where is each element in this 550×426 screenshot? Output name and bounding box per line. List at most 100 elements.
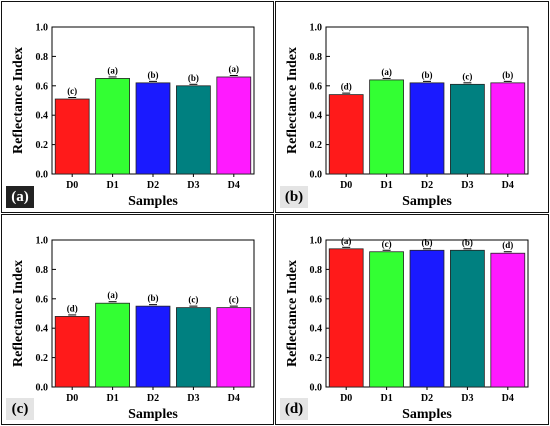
x-tick-label: D4 (228, 393, 240, 404)
bar (54, 316, 90, 388)
significance-label: (a) (107, 290, 118, 300)
y-tick-label: 0.0 (36, 383, 49, 394)
x-tick-label: D0 (340, 180, 352, 191)
bar (490, 82, 526, 175)
y-tick-label: 0.0 (36, 170, 49, 181)
significance-label: (b) (422, 70, 433, 80)
x-tick-label: D0 (66, 393, 78, 404)
panel-label: (c) (6, 398, 34, 420)
significance-label: (a) (229, 64, 240, 74)
x-tick-label: D2 (147, 393, 159, 404)
x-tick-label: D0 (66, 180, 78, 191)
bar (176, 85, 211, 175)
y-tick-label: 0.6 (310, 81, 323, 92)
bar (369, 251, 404, 388)
x-tick-label: D4 (228, 180, 240, 191)
bar (328, 94, 364, 175)
x-tick-label: D0 (340, 393, 352, 404)
y-tick-label: 0.4 (310, 111, 323, 122)
x-axis-label: Samples (128, 407, 178, 422)
y-tick-label: 0.0 (310, 170, 323, 181)
x-tick-label: D2 (421, 180, 433, 191)
bar (450, 249, 485, 388)
significance-label: (b) (148, 70, 159, 80)
x-tick-label: D2 (421, 393, 433, 404)
significance-label: (c) (229, 295, 239, 305)
x-tick-label: D3 (461, 393, 473, 404)
y-tick-label: 0.4 (310, 324, 323, 335)
y-tick-label: 0.4 (36, 324, 49, 335)
x-axis-label: Samples (402, 194, 452, 209)
significance-label: (b) (422, 237, 433, 247)
bar (135, 82, 171, 175)
bar (176, 307, 211, 388)
bar (54, 98, 90, 175)
x-tick-label: D1 (380, 180, 392, 191)
bar (409, 249, 445, 388)
y-tick-label: 1.0 (36, 236, 49, 247)
bar (135, 305, 171, 388)
chart-panel-d: 0.0 0.2 0.4 0.6 0.8 1.0 Reflectance Index (a) D0… (275, 214, 549, 425)
significance-label: (d) (502, 240, 513, 250)
y-tick-label: 0.4 (36, 111, 49, 122)
chart-panel-a: 0.0 0.2 0.4 0.6 0.8 1.0 Reflectance Index (c) D0… (1, 1, 274, 213)
y-tick-label: 1.0 (310, 23, 323, 34)
x-tick-label: D4 (502, 393, 514, 404)
bar (95, 78, 130, 175)
significance-label: (a) (341, 236, 352, 246)
x-tick-label: D3 (187, 180, 199, 191)
significance-label: (b) (462, 237, 473, 247)
x-axis-label: Samples (402, 407, 452, 422)
bar (369, 79, 404, 175)
bar-chart-a: 0.0 0.2 0.4 0.6 0.8 1.0 Reflectance Index (c) D0… (11, 23, 255, 209)
significance-label: (a) (381, 67, 392, 77)
significance-label: (d) (67, 303, 78, 313)
x-tick-label: D1 (106, 180, 118, 191)
bar (490, 252, 526, 388)
y-tick-label: 0.2 (36, 353, 49, 364)
significance-label: (b) (502, 70, 513, 80)
y-axis-label: Reflectance Index (285, 260, 300, 367)
significance-label: (c) (462, 71, 472, 81)
significance-label: (a) (107, 65, 118, 75)
bar (95, 302, 130, 388)
y-tick-label: 1.0 (36, 23, 49, 34)
x-tick-label: D1 (380, 393, 392, 404)
y-axis-label: Reflectance Index (285, 47, 300, 154)
significance-label: (d) (341, 82, 352, 92)
bar-chart-d: 0.0 0.2 0.4 0.6 0.8 1.0 Reflectance Index (a) D0… (285, 236, 529, 422)
panel-label: (d) (280, 398, 308, 420)
chart-panel-c: 0.0 0.2 0.4 0.6 0.8 1.0 Reflectance Index (d) D0… (1, 214, 274, 425)
significance-label: (b) (188, 73, 199, 83)
x-tick-label: D4 (502, 180, 514, 191)
y-tick-label: 0.2 (310, 353, 323, 364)
y-axis-label: Reflectance Index (11, 260, 26, 367)
x-tick-label: D3 (461, 180, 473, 191)
x-tick-label: D1 (106, 393, 118, 404)
significance-label: (b) (148, 293, 159, 303)
y-tick-label: 0.6 (310, 294, 323, 305)
bar-chart-c: 0.0 0.2 0.4 0.6 0.8 1.0 Reflectance Index (d) D0… (11, 236, 255, 422)
y-tick-label: 0.2 (36, 140, 49, 151)
bar (328, 248, 364, 388)
bar (409, 82, 445, 175)
y-tick-label: 0.2 (310, 140, 323, 151)
y-tick-label: 0.8 (310, 52, 323, 63)
chart-panel-b: 0.0 0.2 0.4 0.6 0.8 1.0 Reflectance Index (d) D0… (275, 1, 549, 213)
bar (216, 307, 252, 388)
y-tick-label: 0.0 (310, 383, 323, 394)
y-tick-label: 0.8 (36, 52, 49, 63)
panel-label: (b) (280, 186, 308, 208)
panel-label: (a) (6, 186, 34, 208)
bar (450, 83, 485, 175)
x-tick-label: D3 (187, 393, 199, 404)
significance-label: (c) (382, 239, 392, 249)
bar (216, 76, 252, 175)
x-tick-label: D2 (147, 180, 159, 191)
bar-chart-b: 0.0 0.2 0.4 0.6 0.8 1.0 Reflectance Index (d) D0… (285, 23, 529, 209)
y-axis-label: Reflectance Index (11, 47, 26, 154)
significance-label: (c) (188, 295, 198, 305)
y-tick-label: 0.6 (36, 294, 49, 305)
y-tick-label: 0.8 (310, 265, 323, 276)
significance-label: (c) (67, 86, 77, 96)
